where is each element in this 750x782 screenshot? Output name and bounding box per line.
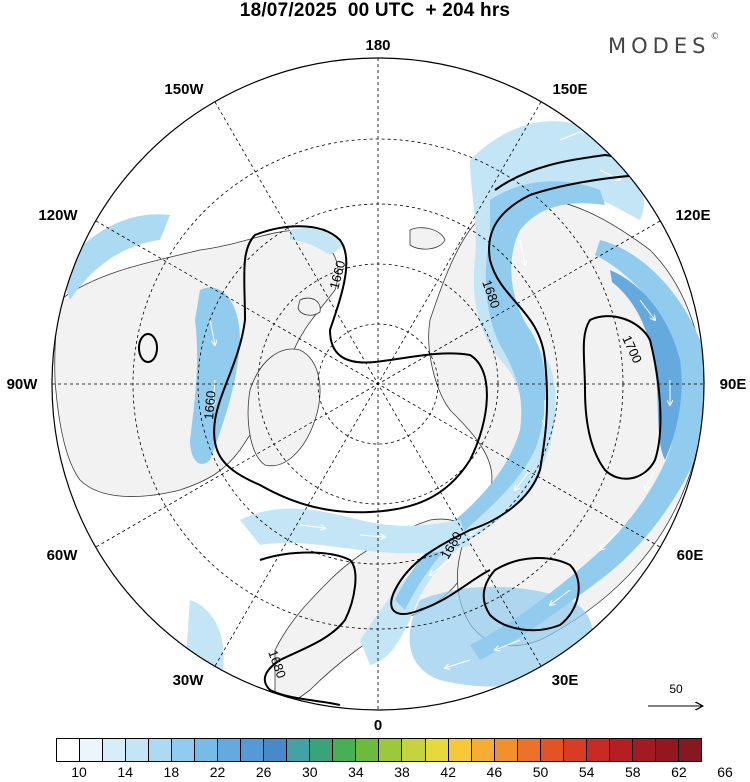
logo-mark: © xyxy=(710,32,720,42)
colorbar-swatch xyxy=(540,739,564,761)
colorbar-swatch xyxy=(195,739,219,761)
contour-label: 1660 xyxy=(326,259,348,291)
height-contours xyxy=(138,153,662,706)
contour-1660 xyxy=(213,225,488,514)
colorbar-swatch xyxy=(264,739,288,761)
colorbar-label: 58 xyxy=(624,764,641,780)
contour-1680-europe xyxy=(482,557,580,632)
colorbar-swatch xyxy=(448,739,472,761)
colorbar-swatch xyxy=(586,739,610,761)
lon-label-120w: 120W xyxy=(38,207,78,224)
colorbar-swatch xyxy=(80,739,104,761)
colorbar-swatch xyxy=(471,739,495,761)
map-border xyxy=(51,57,705,711)
colorbar-swatch xyxy=(172,739,196,761)
colorbar-label: 26 xyxy=(255,764,272,780)
arctic-island xyxy=(409,227,446,250)
reference-vector: 50 xyxy=(646,682,706,712)
lon-label-30w: 30W xyxy=(173,672,205,689)
colorbar-swatch xyxy=(563,739,587,761)
jet-arctic xyxy=(290,228,345,255)
map-title: 18/07/2025 00 UTC + 204 hrs xyxy=(239,0,511,21)
jet-atlantic xyxy=(240,508,470,554)
jet-na-west xyxy=(190,287,240,464)
modes-logo: MODES© xyxy=(608,32,720,58)
colorbar-swatch xyxy=(126,739,150,761)
colorbar-swatch xyxy=(609,739,633,761)
colorbar-label: 18 xyxy=(163,764,180,780)
colorbar-swatch xyxy=(287,739,311,761)
lon-label-60w: 60W xyxy=(47,547,79,564)
colorbar-label: 46 xyxy=(486,764,503,780)
colorbar-swatch xyxy=(655,739,679,761)
polar-map: 180 150W 150E 120W 120E 90W 90E 60W 60E … xyxy=(7,37,747,734)
colorbar-swatch xyxy=(241,739,265,761)
colorbar-label: 62 xyxy=(671,764,687,780)
colorbar-label: 50 xyxy=(532,764,549,780)
jet-na-north xyxy=(60,214,170,300)
map-disk xyxy=(52,58,704,710)
colorbar-swatch xyxy=(425,739,449,761)
contour-1700 xyxy=(582,315,662,480)
colorbar-swatch xyxy=(356,739,380,761)
reference-arrow-icon xyxy=(648,701,705,711)
lon-label-120e: 120E xyxy=(675,207,710,224)
colorbar-swatch xyxy=(494,739,518,761)
colorbar-swatch xyxy=(103,739,127,761)
colorbar-swatch xyxy=(149,739,173,761)
colorbar-swatch xyxy=(678,739,701,761)
colorbar-swatch xyxy=(632,739,656,761)
lon-label-180: 180 xyxy=(365,37,390,54)
contour-1680-east xyxy=(390,153,641,615)
colorbar-swatch xyxy=(310,739,334,761)
graticule xyxy=(52,58,704,710)
jet-core-east xyxy=(470,240,704,660)
reference-vector-label: 50 xyxy=(669,682,683,696)
lon-label-90e: 90E xyxy=(720,376,747,393)
jet-core-dark xyxy=(610,270,682,460)
jet-band-mid xyxy=(395,181,605,611)
colorbar-swatch xyxy=(218,739,242,761)
colorbar-label: 30 xyxy=(301,764,318,780)
logo-text: MODES xyxy=(608,34,711,58)
jet-europe xyxy=(409,586,593,687)
lon-label-150e: 150E xyxy=(552,81,587,98)
colorbar-swatch xyxy=(333,739,357,761)
arctic-island xyxy=(297,297,321,316)
colorbar xyxy=(56,738,702,762)
contour-label: 1660 xyxy=(201,390,218,420)
colorbar-label: 38 xyxy=(394,764,410,780)
lon-label-60e: 60E xyxy=(677,547,704,564)
lon-label-0: 0 xyxy=(374,717,382,734)
lon-label-90w: 90W xyxy=(7,376,39,393)
colorbar-label: 22 xyxy=(209,764,226,780)
colorbar-label: 34 xyxy=(348,764,364,780)
colorbar-swatch xyxy=(517,739,541,761)
colorbar-label: 10 xyxy=(71,764,87,780)
colorbar-swatch xyxy=(379,739,403,761)
colorbar-label: 42 xyxy=(440,764,456,780)
contour-1680-atlantic xyxy=(259,551,357,706)
colorbar-label: 54 xyxy=(578,764,595,780)
colorbar-labels: 10141822263034384246505458626670 xyxy=(56,764,733,782)
lon-label-30e: 30E xyxy=(552,672,579,689)
colorbar-label: 66 xyxy=(717,764,733,780)
colorbar-swatch xyxy=(57,739,81,761)
colorbar-label: 14 xyxy=(117,764,133,780)
contour-low xyxy=(138,333,158,363)
colorbar-swatch xyxy=(402,739,426,761)
lon-label-150w: 150W xyxy=(164,81,204,98)
